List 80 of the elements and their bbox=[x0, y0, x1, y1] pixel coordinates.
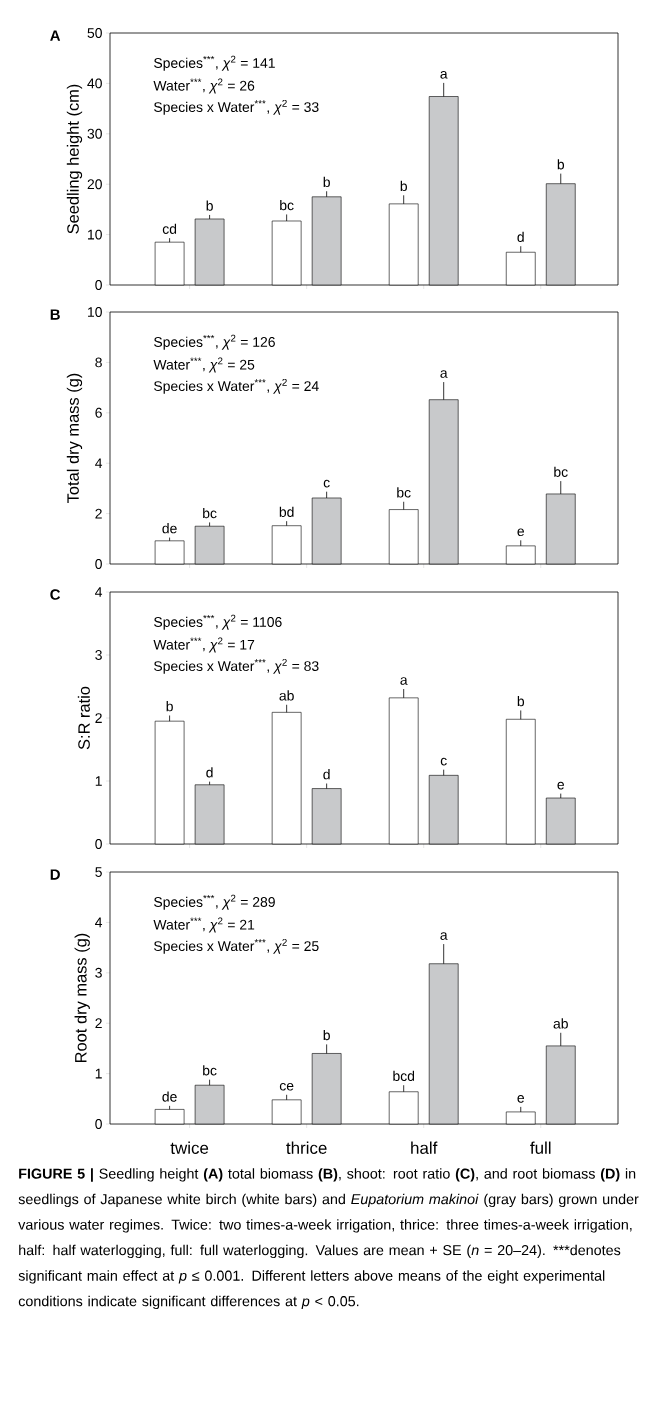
y-tick-label: 50 bbox=[87, 28, 102, 38]
y-tick-label: 6 bbox=[95, 407, 102, 418]
data-label: bc bbox=[203, 1065, 217, 1076]
data-label: ab bbox=[279, 690, 294, 701]
data-label: b bbox=[400, 180, 407, 192]
text: C bbox=[50, 589, 61, 600]
x-tick-label: thrice bbox=[286, 1141, 327, 1154]
annotation: Water$^{***}$, χ$^{2}$ = 25 bbox=[153, 357, 255, 373]
data-label: a bbox=[440, 71, 448, 79]
y-tick-label: 2 bbox=[95, 508, 102, 519]
data-label: bc bbox=[280, 200, 294, 211]
data-label: e bbox=[557, 781, 565, 790]
y-tick-label: 10 bbox=[88, 229, 102, 240]
annotation: Species x Water$^{***}$, χ$^{2}$ = 83 bbox=[154, 658, 319, 674]
y-tick-label: 0 bbox=[95, 559, 102, 569]
data-label: a bbox=[440, 932, 448, 940]
y-tick-label: 4 bbox=[95, 917, 103, 928]
y-tick-label: 3 bbox=[95, 650, 102, 660]
data-label: cd bbox=[162, 223, 177, 234]
y-tick-label: 2 bbox=[95, 1018, 102, 1029]
data-label: c bbox=[440, 757, 447, 766]
data-label: bc bbox=[554, 466, 568, 477]
annotation: Species$^{***}$, χ$^{2}$ = 141 bbox=[154, 55, 275, 71]
data-label: e bbox=[517, 1095, 525, 1103]
text: D bbox=[50, 869, 60, 880]
annotation: Species$^{***}$, χ$^{2}$ = 126 bbox=[154, 334, 275, 350]
data-label: bcd bbox=[393, 1070, 415, 1082]
y-axis-title: Total dry mass (g) bbox=[66, 373, 83, 503]
y-tick-label: 30 bbox=[87, 128, 102, 139]
y-tick-label: 4 bbox=[95, 587, 103, 597]
data-label: b bbox=[323, 176, 330, 188]
text: A bbox=[50, 30, 61, 41]
data-label: de bbox=[162, 1091, 177, 1102]
x-tick-label: half bbox=[411, 1141, 438, 1154]
data-label: b bbox=[323, 1029, 330, 1041]
y-tick-label: 1 bbox=[95, 1068, 102, 1079]
data-label: bc bbox=[397, 487, 411, 498]
y-tick-label: 4 bbox=[95, 458, 103, 468]
y-axis-title: S:R ratio bbox=[77, 686, 90, 750]
data-label: a bbox=[440, 370, 448, 378]
data-label: b bbox=[517, 696, 525, 707]
annotation: Species x Water$^{***}$, χ$^{2}$ = 33 bbox=[154, 99, 319, 115]
data-label: b bbox=[557, 159, 565, 170]
annotation: Species x Water$^{***}$, χ$^{2}$ = 24 bbox=[154, 378, 319, 394]
x-tick-label: full bbox=[530, 1141, 551, 1154]
y-tick-label: 3 bbox=[95, 967, 102, 978]
y-tick-label: 20 bbox=[87, 179, 102, 190]
data-label: d bbox=[323, 769, 330, 780]
data-label: de bbox=[162, 523, 177, 534]
y-tick-label: 0 bbox=[95, 1119, 102, 1129]
y-axis-title: Seedling height (cm) bbox=[66, 84, 83, 234]
data-label: b bbox=[206, 200, 213, 211]
annotation: Species x Water$^{***}$, χ$^{2}$ = 25 bbox=[154, 938, 319, 954]
y-tick-label: 40 bbox=[87, 78, 102, 89]
x-tick-label: twice bbox=[170, 1141, 209, 1154]
y-tick-label: 8 bbox=[95, 357, 102, 368]
data-label: bc bbox=[203, 507, 217, 519]
data-label: d bbox=[517, 231, 524, 242]
annotation: Water$^{***}$, χ$^{2}$ = 21 bbox=[153, 917, 255, 933]
data-label: ce bbox=[279, 1082, 294, 1091]
y-tick-label: 0 bbox=[95, 280, 102, 290]
annotation: Species$^{***}$, χ$^{2}$ = 289 bbox=[154, 894, 275, 910]
data-label: e bbox=[517, 528, 525, 537]
data-label: ab bbox=[553, 1018, 568, 1029]
annotation: Water$^{***}$, χ$^{2}$ = 26 bbox=[153, 78, 255, 94]
y-tick-label: 5 bbox=[95, 867, 102, 877]
y-tick-label: 0 bbox=[95, 839, 102, 849]
text: B bbox=[50, 309, 60, 320]
data-label: b bbox=[166, 701, 173, 712]
data-label: d bbox=[206, 767, 213, 778]
y-tick-label: 2 bbox=[95, 713, 102, 723]
y-tick-label: 1 bbox=[95, 776, 102, 786]
annotation: Water$^{***}$, χ$^{2}$ = 17 bbox=[153, 637, 255, 653]
data-label: c bbox=[323, 479, 330, 488]
text: FIGURE 5 | Seedling height (A) total biomass (B), shoot: root ratio (C), and root biomass (D) in seedlings of Japanese white birch (white bars) and Eupatorium makinoi (gray bars) grown under various water regimes. Twice: two times-a-week irrigation, thrice: three times-a-week irrigation, half: half waterlogging, full: full waterlogging. Values are mean + SE (n = 20–24). ***denotes significant main effect at p ≤ 0.001. Different letters above means of the eight experimental conditions indicate significant differences at p < 0.05. bbox=[18, 1168, 639, 1310]
annotation: Species$^{***}$, χ$^{2}$ = 1106 bbox=[154, 614, 282, 630]
y-tick-label: 10 bbox=[88, 307, 102, 317]
data-label: a bbox=[400, 677, 408, 685]
data-label: bd bbox=[279, 506, 294, 517]
y-axis-title: Root dry mass (g) bbox=[74, 933, 90, 1062]
